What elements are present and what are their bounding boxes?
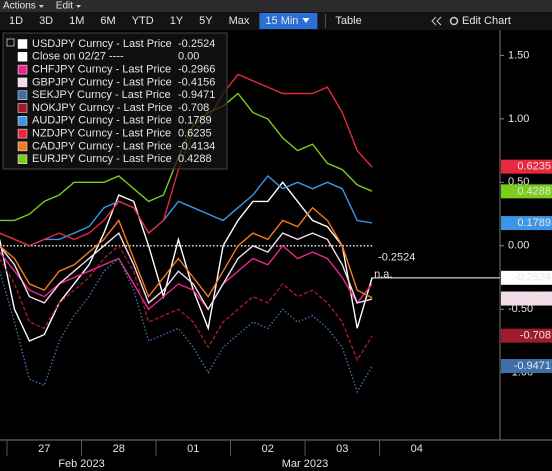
legend-label: AUDJPY Curncy - Last Price xyxy=(32,115,172,127)
axis-tag xyxy=(501,159,552,174)
legend-swatch xyxy=(17,90,28,100)
y-tick-label: 1.50 xyxy=(508,49,529,61)
axis-tag-label: 0.6235 xyxy=(517,161,551,173)
legend-swatch xyxy=(17,103,28,113)
axis-tag xyxy=(501,184,552,199)
range-button[interactable]: YTD xyxy=(132,15,154,27)
series-line xyxy=(0,244,373,311)
x-group-label: Feb 2023 xyxy=(58,458,104,470)
legend-swatch xyxy=(17,116,28,126)
edit-chart-button[interactable]: Edit Chart xyxy=(462,15,511,27)
x-tick-label: 04 xyxy=(411,443,423,455)
legend-value: -0.2524 xyxy=(178,38,215,50)
series-line xyxy=(0,244,373,362)
legend-value: -0.9471 xyxy=(178,89,215,101)
x-tick-label: 01 xyxy=(187,443,199,455)
legend-swatch xyxy=(17,64,28,75)
menu-caret xyxy=(76,5,82,8)
settings-icon[interactable] xyxy=(449,16,459,26)
legend-swatch xyxy=(17,141,28,152)
series-line xyxy=(0,181,373,342)
table-button[interactable]: Table xyxy=(335,15,361,27)
range-button[interactable]: 6M xyxy=(100,15,115,27)
range-selected[interactable]: 15 Min xyxy=(265,15,298,27)
dropdown-caret xyxy=(302,18,310,23)
range-button[interactable]: 1Y xyxy=(170,15,184,27)
range-button[interactable]: 1M xyxy=(69,15,84,27)
legend-swatch xyxy=(17,39,28,49)
last-price-annotation: -0.2524 xyxy=(378,251,415,263)
legend-toggle[interactable] xyxy=(6,38,15,47)
range-button[interactable]: 3D xyxy=(39,15,53,27)
legend-swatch xyxy=(17,154,28,164)
legend-value: -0.4156 xyxy=(178,76,215,88)
axis-tag-label: -0.4156 xyxy=(514,292,551,304)
y-tick-label: 1.00 xyxy=(508,113,529,125)
y-tick-label: 0.00 xyxy=(508,240,529,252)
legend-label: CHFJPY Curncy - Last Price xyxy=(32,64,171,76)
x-tick-label: 28 xyxy=(113,443,125,455)
y-tick-label: -0.50 xyxy=(508,303,533,315)
legend-label: USDJPY Curncy - Last Price xyxy=(32,38,172,50)
legend-label: NZDJPY Curncy - Last Price xyxy=(32,128,171,140)
axis-tag xyxy=(501,216,552,231)
legend-value: 0.6235 xyxy=(178,128,212,140)
legend-label: GBPJPY Curncy - Last Price xyxy=(32,76,172,88)
axis-tag-label: 0.1789 xyxy=(517,217,551,229)
axis-tag xyxy=(501,328,552,343)
axis-tag xyxy=(501,291,552,306)
axis-tag xyxy=(501,359,552,374)
legend-label: Close on 02/27 ---- xyxy=(32,51,124,63)
series-line xyxy=(0,231,373,311)
legend-value: 0.1789 xyxy=(178,115,212,127)
legend-label: EURJPY Curncy - Last Price xyxy=(32,153,172,165)
axis-tag-label: -0.708 xyxy=(520,330,551,342)
legend-value: 0.00 xyxy=(178,51,199,63)
annotation: n.a. xyxy=(374,268,392,280)
legend-value: -0.4134 xyxy=(178,140,215,152)
legend-value: -0.708 xyxy=(178,102,209,114)
legend-value: 0.4288 xyxy=(178,153,212,165)
menu-bar xyxy=(0,0,552,12)
axis-tag-label: -0.2524 xyxy=(514,272,551,284)
axis-tag xyxy=(501,270,552,285)
axis-tag-label: 0.4288 xyxy=(517,185,551,197)
legend-swatch xyxy=(17,52,28,62)
menu-caret xyxy=(38,5,44,8)
legend-box xyxy=(2,32,228,170)
range-button[interactable]: 5Y xyxy=(199,15,213,27)
x-group-label: Mar 2023 xyxy=(282,458,328,470)
range-button[interactable]: Max xyxy=(229,15,250,27)
legend-swatch xyxy=(17,77,28,88)
collapse-icon[interactable] xyxy=(431,16,442,26)
axis-tag-label: -0.9471 xyxy=(514,360,551,372)
menu-button[interactable]: Edit xyxy=(56,1,73,12)
series-line xyxy=(0,257,373,394)
menu-button[interactable]: Actions xyxy=(3,1,36,12)
legend-label: SEKJPY Curncy - Last Price xyxy=(32,89,171,101)
legend-value: -0.2966 xyxy=(178,64,215,76)
x-tick-label: 02 xyxy=(262,443,274,455)
range-selected-bg xyxy=(259,13,318,29)
legend-swatch xyxy=(17,128,28,139)
legend-label: NOKJPY Curncy - Last Price xyxy=(32,102,172,114)
x-tick-label: 03 xyxy=(336,443,348,455)
range-button[interactable]: 1D xyxy=(9,15,23,27)
series-line xyxy=(0,174,373,247)
x-tick-label: 27 xyxy=(38,443,50,455)
legend-label: CADJPY Curncy - Last Price xyxy=(32,140,172,152)
series-line xyxy=(0,206,373,299)
